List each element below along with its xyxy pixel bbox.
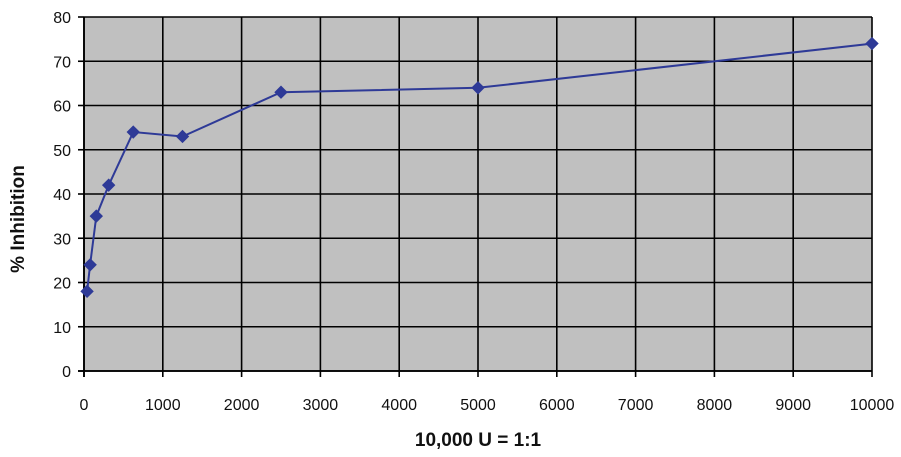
y-tick-label: 40 <box>53 187 71 204</box>
y-tick-label: 60 <box>53 99 71 116</box>
x-tick-label: 10000 <box>850 397 895 414</box>
x-tick-label: 5000 <box>460 397 496 414</box>
x-tick-label: 0 <box>80 397 89 414</box>
data-point-marker <box>175 129 190 144</box>
y-tick-label: 0 <box>62 364 71 381</box>
data-point-marker <box>80 284 94 299</box>
y-tick-label: 10 <box>53 320 71 337</box>
grid-lines <box>78 16 873 377</box>
data-point-marker <box>89 209 103 223</box>
data-point-marker <box>126 125 140 139</box>
y-tick-labels: 0 10 20 30 40 50 60 70 80 <box>53 10 71 381</box>
y-tick-label: 30 <box>53 231 71 248</box>
y-tick-label: 70 <box>53 54 71 71</box>
x-tick-label: 7000 <box>618 397 654 414</box>
x-tick-label: 2000 <box>224 397 260 414</box>
data-point-marker <box>101 178 116 192</box>
x-tick-label: 1000 <box>145 397 181 414</box>
series-layer <box>80 36 879 299</box>
y-tick-label: 80 <box>53 10 71 27</box>
data-point-marker <box>471 81 485 95</box>
y-tick-label: 20 <box>53 276 71 293</box>
x-tick-labels: 0 1000 2000 3000 4000 5000 6000 7000 8000 9000 100… <box>80 397 895 414</box>
x-tick-label: 6000 <box>539 397 575 414</box>
x-tick-label: 4000 <box>381 397 417 414</box>
y-axis-title: % Inhibition <box>8 165 29 273</box>
x-axis-title: 10,000 U = 1:1 <box>415 430 542 451</box>
data-point-marker <box>83 258 97 272</box>
x-tick-label: 9000 <box>775 397 811 414</box>
x-tick-label: 8000 <box>697 397 733 414</box>
data-point-marker <box>274 85 288 99</box>
x-tick-label: 3000 <box>303 397 339 414</box>
data-point-marker <box>865 36 879 51</box>
y-tick-label: 50 <box>53 143 71 160</box>
